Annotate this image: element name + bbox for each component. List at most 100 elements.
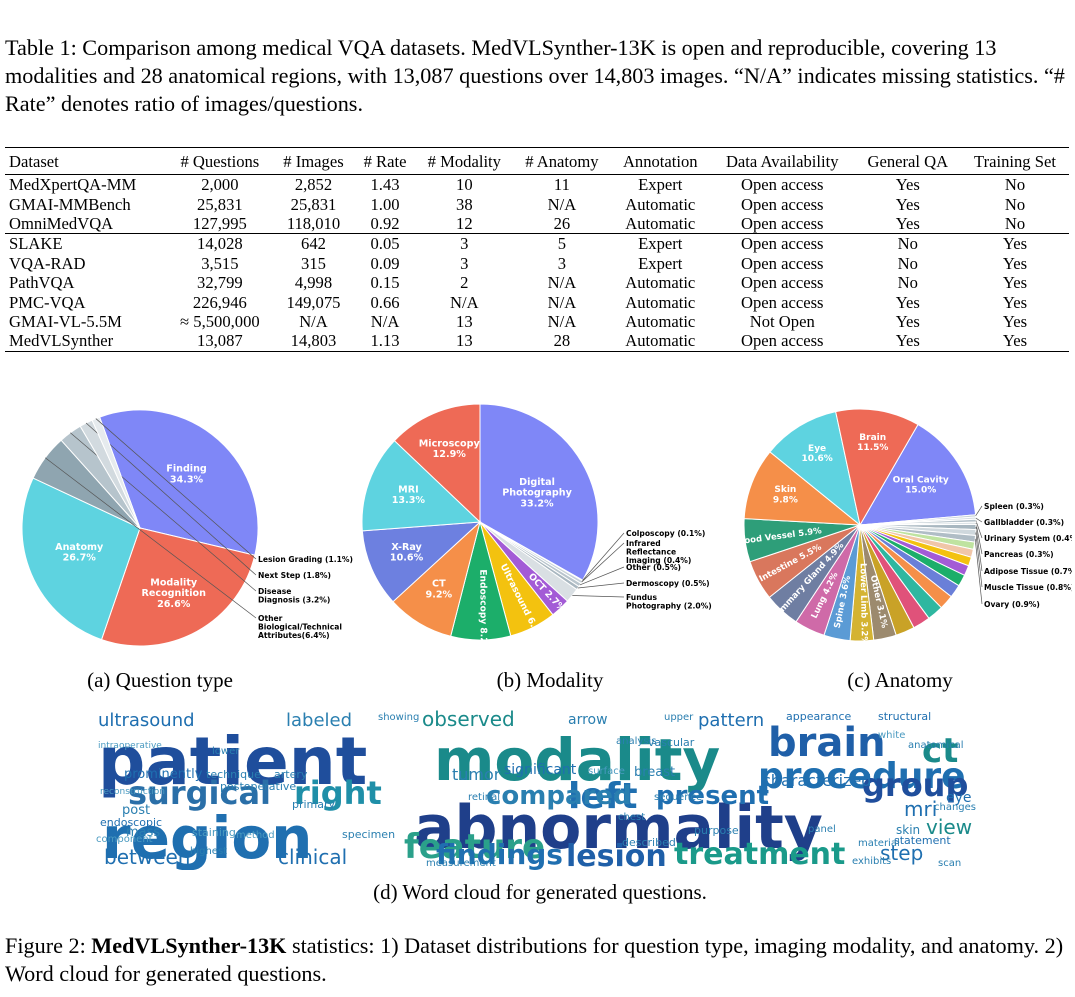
table-cell: N/A <box>547 292 577 312</box>
pie-slice-label: Oral Cavity 15.0% <box>893 475 949 495</box>
table-cell: Yes <box>895 292 920 312</box>
word-cloud-word: significant <box>504 762 577 778</box>
table-row: VQA-RAD 3,515 315 0.09 3 3 Expert Open access No… <box>5 254 1069 273</box>
table-cell: Yes <box>895 213 920 233</box>
word-cloud-word: anatomical <box>908 740 964 751</box>
word-cloud-word: artery <box>274 768 308 781</box>
word-cloud-word: specimen <box>342 828 395 841</box>
pie-outside-label: Muscle Tissue (0.8%) <box>984 583 1072 592</box>
word-cloud-word: chest <box>618 812 645 823</box>
table-cell: Open access <box>741 331 824 351</box>
table-header-cell: # Rate <box>363 151 407 171</box>
word-cloud-word: modality <box>434 726 720 794</box>
word-cloud-word: showing <box>378 712 419 723</box>
pie-slice <box>743 451 862 526</box>
figure-caption-bold: MedVLSynther-13K <box>91 933 287 958</box>
pie-slice <box>21 477 141 641</box>
table-cell: Yes <box>1002 331 1028 351</box>
table-header-cell: Training Set <box>974 151 1056 171</box>
table-cell: Yes <box>1002 234 1028 254</box>
table-cell: Expert <box>638 253 683 273</box>
leader-line <box>577 582 625 589</box>
pie-outside-label: Gallbladder (0.3%) <box>984 518 1064 527</box>
figure-caption: Figure 2: MedVLSynther-13K statistics: 1… <box>5 932 1071 988</box>
table-header-cell: Annotation <box>622 151 698 171</box>
pie-outside-label: Dermoscopy (0.5%) <box>626 579 710 588</box>
leader-line <box>974 538 983 605</box>
leader-line <box>581 542 625 583</box>
leader-line <box>975 532 983 588</box>
word-cloud-word: procedure <box>758 756 966 797</box>
table-cell: 12 <box>456 213 473 233</box>
leader-line <box>975 523 983 555</box>
leader-line <box>975 517 983 523</box>
word-cloud-word: region <box>102 804 312 870</box>
pie-outside-label: Disease Diagnosis (3.2%) <box>258 587 330 605</box>
table-cell: Open access <box>741 253 824 273</box>
table-cell: No <box>1004 175 1026 195</box>
table-cell: 3 <box>460 234 469 254</box>
word-cloud-word: pattern <box>698 710 764 731</box>
pie-chart-question-type: Finding 34.3% Modality Recognition 26.6% Anat… <box>21 409 353 647</box>
word-cloud-word: statement <box>894 834 951 847</box>
word-cloud-word: postoperative <box>220 780 296 793</box>
word-cloud-word: post <box>122 803 150 818</box>
table-row: GMAI-MMBench 25,831 25,831 1.00 38 N/A Automat… <box>5 194 1069 214</box>
table-cell: Open access <box>741 234 824 254</box>
word-cloud-word: primary <box>292 798 336 811</box>
pie-slice <box>361 521 482 603</box>
word-cloud-word: between <box>104 845 190 869</box>
table-cell: Expert <box>638 234 683 254</box>
subcaption-anatomy: (c) Anatomy <box>847 668 953 692</box>
table-cell: 149,075 <box>286 292 341 312</box>
table-cell: VQA-RAD <box>9 253 86 273</box>
table-cell: MedXpertQA-MM <box>9 175 137 195</box>
table-header-cell: # Anatomy <box>525 151 599 171</box>
word-cloud-word: described <box>622 836 676 849</box>
leader-line <box>975 505 983 517</box>
table-cell: Yes <box>1002 292 1028 312</box>
table-row: MedXpertQA-MM 2,000 2,852 1.43 10 11 Expert Ope… <box>5 175 1069 195</box>
table-cell: 14,803 <box>290 331 337 351</box>
table-cell: 118,010 <box>286 213 341 233</box>
table-row: MedVLSynther 13,087 14,803 1.13 13 28 Automati… <box>5 331 1069 352</box>
pie-slice-label: Anatomy 26.7% <box>55 542 104 564</box>
table-cell: 1.00 <box>370 194 400 214</box>
word-cloud-word: feature <box>404 827 545 867</box>
pie-outside-label: Colposcopy (0.1%) <box>626 529 705 538</box>
word-cloud-word: changes <box>934 802 976 813</box>
table-cell: 3 <box>460 253 469 273</box>
word-cloud-word: mri <box>904 797 937 821</box>
pie-outside-label: Infrared Reflectance Imaging (0.4%) <box>626 539 691 565</box>
table-cell: Open access <box>741 175 824 195</box>
table-cell: No <box>1004 213 1026 233</box>
table-cell: 3 <box>557 253 567 273</box>
table-cell: 13,087 <box>197 331 243 351</box>
leader-line <box>975 526 983 572</box>
table-cell: Yes <box>1002 311 1028 331</box>
word-cloud-word: white <box>878 730 905 741</box>
pie-slice-label: Eye 10.6% <box>802 444 833 464</box>
table-cell: GMAI-VL-5.5M <box>9 311 122 331</box>
word-cloud-word: method <box>236 830 275 841</box>
word-cloud-word: analysis <box>616 736 657 747</box>
word-cloud-word: sequence <box>654 792 702 803</box>
table-cell: Automatic <box>625 311 696 331</box>
pie-slice <box>393 403 481 524</box>
pie-outside-label: Ovary (0.9%) <box>984 600 1040 609</box>
pie-outside-label: Adipose Tissue (0.7%) <box>984 567 1072 576</box>
word-cloud-word: present <box>656 781 769 811</box>
table-cell: Yes <box>895 331 920 351</box>
table-cell: 642 <box>301 234 326 254</box>
pie-outside-label: Urinary System (0.4%) <box>984 534 1072 543</box>
table-cell: 13 <box>456 311 473 331</box>
table-cell: Expert <box>638 175 683 195</box>
table-cell: OmniMedVQA <box>9 213 114 233</box>
word-cloud-word: lesion <box>566 839 667 870</box>
word-cloud: patient modality brainprocedureabnormality… <box>96 708 976 870</box>
table-body: MedXpertQA-MM 2,000 2,852 1.43 10 11 Expert Ope… <box>5 175 1069 352</box>
figure-caption-rest: statistics: 1) Dataset distributions for… <box>5 933 1064 986</box>
table-caption: Table 1: Comparison among medical VQA da… <box>5 35 1065 116</box>
table-cell: N/A <box>547 311 577 331</box>
word-cloud-word: endoscopic <box>100 816 162 829</box>
